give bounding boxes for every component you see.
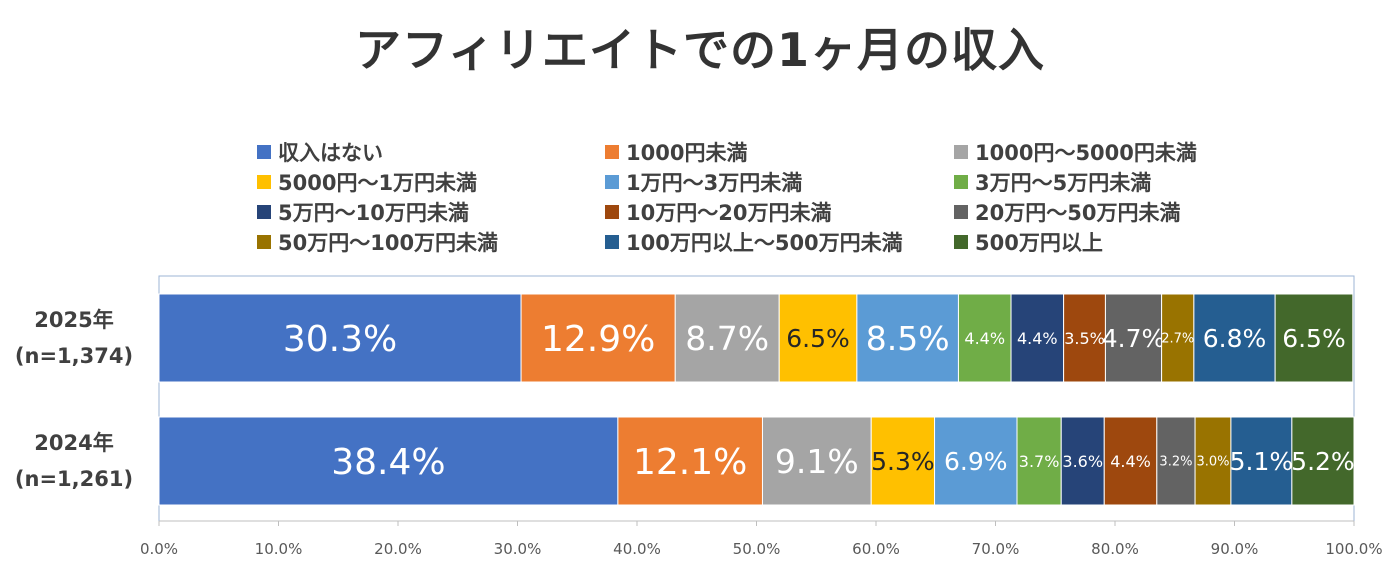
legend-item: 5000円～1万円未満 <box>257 169 477 195</box>
legend-label: 20万円～50万円未満 <box>975 201 1181 225</box>
legend-item: 500万円以上 <box>954 229 1103 255</box>
bar-segment <box>870 416 936 506</box>
x-tick-label: 80.0% <box>1091 540 1139 558</box>
data-label: 8.5% <box>866 319 950 358</box>
legend-swatch <box>605 205 619 219</box>
data-label: 3.7% <box>1019 452 1060 471</box>
data-label: 6.5% <box>786 324 850 353</box>
legend-swatch <box>257 145 271 159</box>
legend-swatch <box>605 145 619 159</box>
legend-item: 20万円～50万円未満 <box>954 199 1180 225</box>
x-tick-label: 70.0% <box>972 540 1020 558</box>
legend-label: 1万円～3万円未満 <box>626 171 803 195</box>
legend-label: 50万円～100万円未満 <box>278 231 499 255</box>
legend-label: 1000円～5000円未満 <box>975 141 1197 165</box>
data-label: 5.3% <box>871 447 935 476</box>
data-label: 6.9% <box>944 447 1008 476</box>
legend-label: 3万円～5万円未満 <box>975 171 1152 195</box>
data-label: 4.4% <box>1110 452 1151 471</box>
category-label: 2025年 <box>34 308 114 332</box>
data-label: 3.6% <box>1062 452 1103 471</box>
legend-swatch <box>605 175 619 189</box>
legend-item: 収入はない <box>257 139 383 165</box>
legend-label: 100万円以上～500万円未満 <box>626 231 903 255</box>
legend-label: 5万円～10万円未満 <box>278 201 469 225</box>
legend-item: 1000円～5000円未満 <box>954 139 1197 165</box>
x-tick-label: 90.0% <box>1211 540 1259 558</box>
bar-segment <box>617 416 763 506</box>
bar-segment <box>1193 293 1276 383</box>
x-tick-label: 30.0% <box>494 540 542 558</box>
bar-segment <box>778 293 858 383</box>
legend-swatch <box>257 235 271 249</box>
legend-item: 1万円～3万円未満 <box>605 169 802 195</box>
legend-swatch <box>257 205 271 219</box>
legend-swatch <box>954 205 968 219</box>
bar-segment <box>1194 416 1232 506</box>
x-tick-label: 100.0% <box>1325 540 1382 558</box>
legend-label: 1000円未満 <box>626 141 748 165</box>
legend-swatch <box>954 235 968 249</box>
legend-label: 5000円～1万円未満 <box>278 171 478 195</box>
data-label: 6.8% <box>1203 324 1267 353</box>
legend-swatch <box>605 235 619 249</box>
bar-segment <box>520 293 676 383</box>
bar-segment <box>856 293 959 383</box>
data-label: 9.1% <box>775 442 859 481</box>
legend-item: 50万円～100万円未満 <box>257 229 498 255</box>
legend-swatch <box>257 175 271 189</box>
legend-item: 3万円～5万円未満 <box>954 169 1151 195</box>
bar-segment <box>1060 416 1105 506</box>
category-sublabel: (n=1,261) <box>14 467 134 491</box>
data-label: 6.5% <box>1282 324 1346 353</box>
legend-item: 10万円～20万円未満 <box>605 199 831 225</box>
data-label: 5.1% <box>1230 447 1294 476</box>
legend-swatch <box>954 145 968 159</box>
x-tick-label: 20.0% <box>374 540 422 558</box>
chart-title: アフィリエイトでの1ヶ月の収入 <box>354 23 1046 77</box>
data-label: 5.2% <box>1291 447 1355 476</box>
bar-segment <box>1156 416 1196 506</box>
data-label: 12.1% <box>633 442 747 483</box>
x-tick-label: 40.0% <box>613 540 661 558</box>
data-label: 2.7% <box>1161 332 1194 347</box>
legend-label: 10万円～20万円未満 <box>626 201 832 225</box>
data-label: 12.9% <box>541 319 655 360</box>
bar-segment <box>1010 293 1065 383</box>
data-label: 38.4% <box>331 442 445 483</box>
x-tick-label: 0.0% <box>140 540 178 558</box>
bar-segment <box>1103 416 1158 506</box>
data-label: 8.7% <box>685 319 769 358</box>
bar-segment <box>674 293 780 383</box>
x-tick-label: 10.0% <box>255 540 303 558</box>
category-sublabel: (n=1,374) <box>14 344 134 368</box>
legend-label: 収入はない <box>278 141 383 165</box>
legend-item: 100万円以上～500万円未満 <box>605 229 903 255</box>
bar-segment <box>1274 293 1354 383</box>
legend-label: 500万円以上 <box>975 231 1103 255</box>
bar-segment <box>1230 416 1293 506</box>
legend-item: 5万円～10万円未満 <box>257 199 469 225</box>
legend-item: 1000円未満 <box>605 139 747 165</box>
legend-swatch <box>954 175 968 189</box>
data-label: 4.4% <box>964 329 1005 348</box>
data-label: 4.7% <box>1102 324 1166 353</box>
category-label: 2024年 <box>34 431 114 455</box>
bar-segment <box>158 293 522 383</box>
bar-segment <box>1291 416 1355 506</box>
x-tick-label: 50.0% <box>733 540 781 558</box>
x-tick-label: 60.0% <box>852 540 900 558</box>
data-label: 3.2% <box>1159 455 1192 470</box>
data-label: 3.5% <box>1064 329 1105 348</box>
data-label: 30.3% <box>283 319 397 360</box>
bar-segment <box>158 416 619 506</box>
data-label: 4.4% <box>1017 329 1058 348</box>
data-label: 3.0% <box>1196 455 1229 470</box>
bar-segment <box>1063 293 1106 383</box>
bar-segment <box>934 416 1018 506</box>
